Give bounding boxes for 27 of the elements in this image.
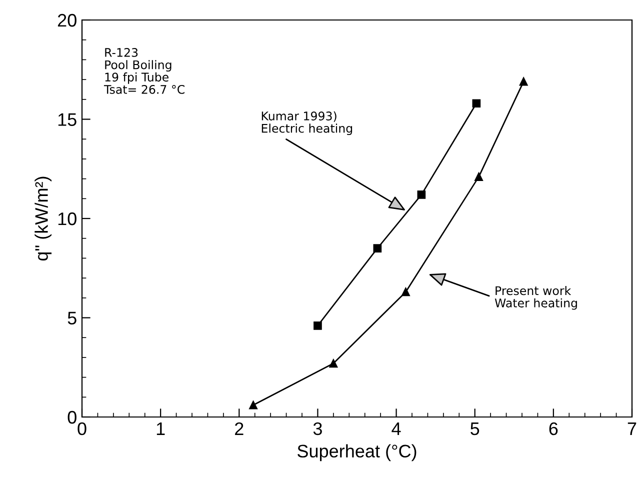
x-tick-label: 5 xyxy=(470,422,480,436)
y-tick-label: 10 xyxy=(58,212,76,226)
x-axis-title: Superheat (°C) xyxy=(298,444,416,462)
x-tick-label: 2 xyxy=(235,422,244,435)
x-tick-label: 1 xyxy=(156,422,165,435)
annotation: R-123 Pool Boiling 19 fpi Tube Tsat= 26.7 °C xyxy=(104,48,184,94)
y-tick-label: 0 xyxy=(68,410,76,424)
x-tick-label: 7 xyxy=(628,422,636,435)
point xyxy=(249,400,258,410)
x-tick-label: 3 xyxy=(313,422,322,436)
y-tick-label: 5 xyxy=(68,312,76,324)
point xyxy=(402,288,410,296)
y-tick-label: 20 xyxy=(58,14,76,27)
annotation: Kumar 1993) Electric heating xyxy=(262,111,352,136)
annotation: Present work Water heating xyxy=(494,286,577,310)
point xyxy=(314,322,322,330)
x-tick-label: 0 xyxy=(78,422,86,436)
point xyxy=(519,77,528,86)
y-tick-label: 15 xyxy=(58,113,76,126)
point xyxy=(474,172,483,181)
point xyxy=(373,244,382,252)
point xyxy=(329,359,338,368)
point xyxy=(472,99,481,108)
y-axis-title: q" (kW/m²) xyxy=(34,176,52,261)
x-tick-label: 4 xyxy=(392,422,401,435)
point xyxy=(417,190,426,199)
x-tick-label: 6 xyxy=(549,422,558,436)
